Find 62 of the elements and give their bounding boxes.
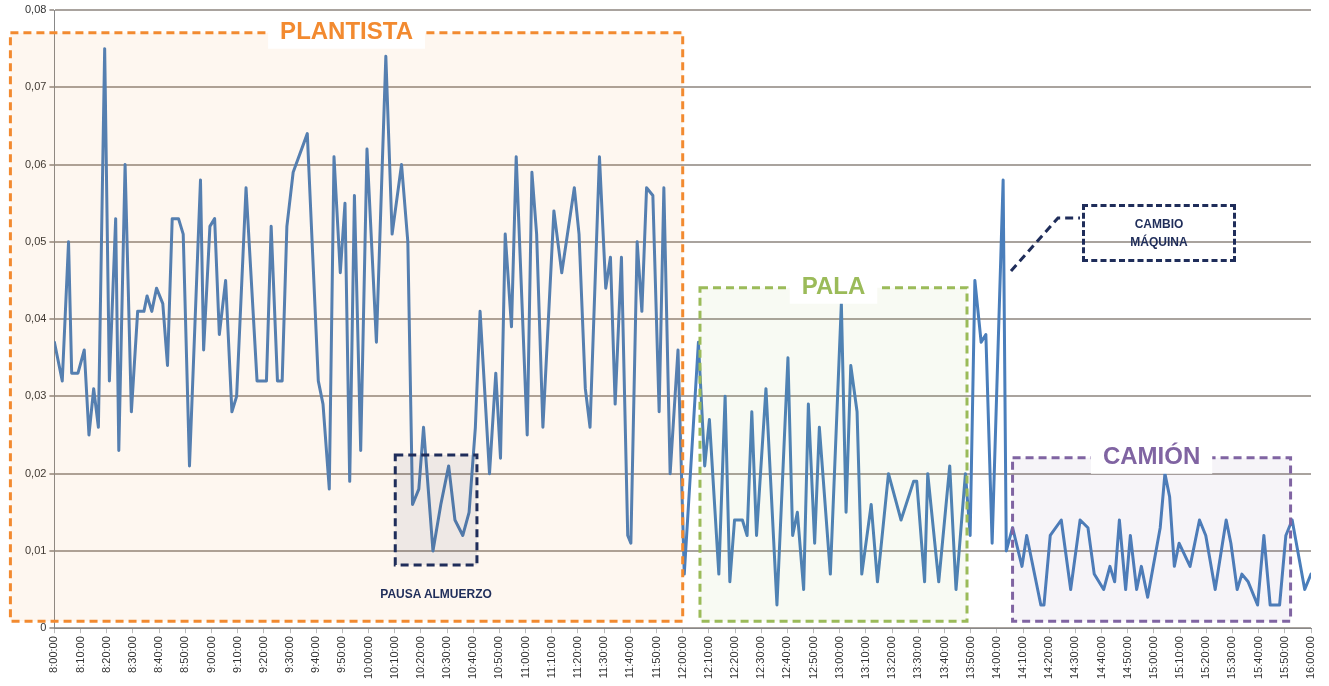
x-tick-label: 12:40:00 xyxy=(780,636,793,680)
x-tick-label: 11:40:00 xyxy=(623,636,636,679)
y-tick-label: 0,01 xyxy=(24,543,47,556)
x-tick-label: 11:00:00 xyxy=(518,636,531,679)
band-label: PAUSA ALMUERZO xyxy=(380,587,492,602)
x-tick-label: 12:50:00 xyxy=(806,636,819,680)
y-tick-label: 0,03 xyxy=(24,389,47,402)
x-tick-label: 15:30:00 xyxy=(1225,636,1238,680)
y-tick-label: 0,06 xyxy=(24,157,47,170)
x-tick-label: 13:50:00 xyxy=(963,636,976,680)
x-tick-label: 9:50:00 xyxy=(335,636,348,673)
x-tick-label: 11:50:00 xyxy=(649,636,662,679)
x-tick-label: 15:20:00 xyxy=(1199,636,1212,680)
x-tick-label: 14:30:00 xyxy=(1068,636,1081,680)
x-tick-label: 9:30:00 xyxy=(283,636,296,673)
x-tick-label: 14:40:00 xyxy=(1094,636,1107,680)
x-tick-label: 9:20:00 xyxy=(256,636,269,673)
y-tick-label: 0,08 xyxy=(24,3,47,16)
x-tick-label: 15:10:00 xyxy=(1173,636,1186,680)
x-tick-label: 8:40:00 xyxy=(152,636,165,673)
x-tick-label: 12:30:00 xyxy=(754,636,767,680)
x-tick-label: 10:40:00 xyxy=(466,636,479,680)
x-tick-label: 10:30:00 xyxy=(440,636,453,680)
y-tick-label: 0,05 xyxy=(24,234,47,247)
x-tick-label: 11:10:00 xyxy=(544,636,557,679)
x-tick-label: 10:50:00 xyxy=(492,636,505,680)
x-tick-label: 11:30:00 xyxy=(597,636,610,679)
band-label: CAMIÓN xyxy=(1102,442,1201,470)
x-tick-label: 13:00:00 xyxy=(832,636,845,680)
x-tick-label: 12:10:00 xyxy=(701,636,714,680)
x-tick-label: 14:50:00 xyxy=(1120,636,1133,680)
band-label: PLANTISTA xyxy=(280,17,413,45)
x-tick-label: 8:50:00 xyxy=(178,636,191,673)
x-tick-label: 15:40:00 xyxy=(1251,636,1264,680)
x-tick-label: 11:20:00 xyxy=(571,636,584,679)
x-tick-label: 13:20:00 xyxy=(885,636,898,680)
x-tick-label: 9:10:00 xyxy=(230,636,243,673)
x-tick-label: 13:40:00 xyxy=(937,636,950,680)
x-tick-label: 12:00:00 xyxy=(675,636,688,680)
band-label: PALA xyxy=(801,272,866,300)
x-tick-label: 15:00:00 xyxy=(1146,636,1159,680)
x-tick-label: 10:10:00 xyxy=(387,636,400,680)
x-tick-label: 8:30:00 xyxy=(125,636,138,673)
x-tick-label: 9:40:00 xyxy=(309,636,322,673)
x-tick-label: 14:20:00 xyxy=(1042,636,1055,680)
x-tick-label: 13:30:00 xyxy=(911,636,924,680)
x-tick-label: 9:00:00 xyxy=(204,636,217,673)
x-tick-label: 10:20:00 xyxy=(413,636,426,680)
x-tick-label: 8:10:00 xyxy=(73,636,86,673)
y-tick-label: 0,04 xyxy=(24,312,47,325)
x-tick-label: 13:10:00 xyxy=(858,636,871,680)
x-tick-label: 8:00:00 xyxy=(47,636,60,673)
x-tick-label: 10:00:00 xyxy=(361,636,374,680)
y-tick-label: 0 xyxy=(40,621,47,634)
x-tick-label: 16:00:00 xyxy=(1304,636,1317,680)
y-tick-label: 0,02 xyxy=(24,466,47,479)
x-tick-label: 12:20:00 xyxy=(728,636,741,680)
y-tick-label: 0,07 xyxy=(24,80,47,93)
x-tick-label: 15:50:00 xyxy=(1277,636,1290,680)
x-tick-label: 8:20:00 xyxy=(99,636,112,673)
x-tick-label: 14:00:00 xyxy=(989,636,1002,680)
x-tick-label: 14:10:00 xyxy=(1016,636,1029,680)
